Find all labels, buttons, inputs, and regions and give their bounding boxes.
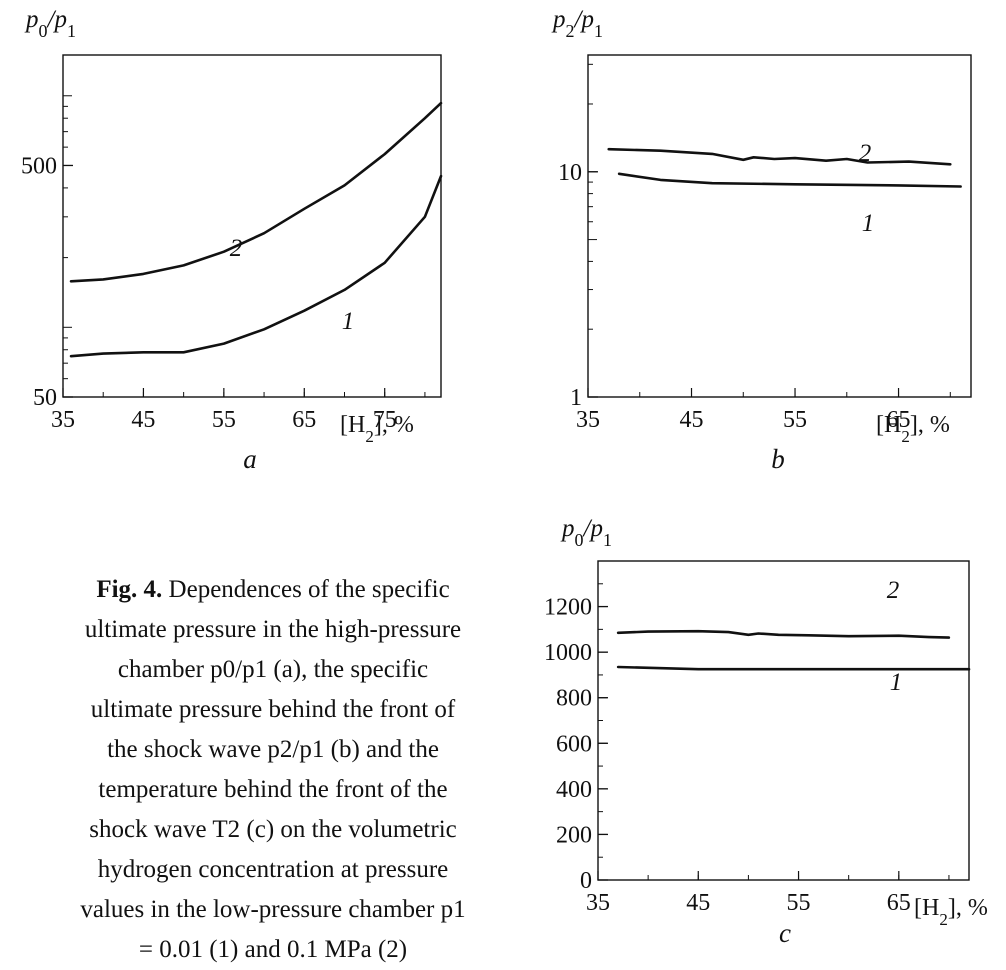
caption-label: Fig. 4. — [96, 576, 163, 603]
y-tick-label: 1200 — [544, 595, 592, 621]
panel-label-b: b — [771, 444, 785, 474]
panel-label-a: a — [243, 444, 257, 474]
x-tick-label: 45 — [131, 407, 155, 433]
series-label-1: 1 — [890, 669, 903, 696]
series-line-2 — [607, 147, 952, 166]
y-tick-label: 800 — [556, 686, 592, 712]
series-line-1 — [616, 665, 971, 671]
x-tick-label: 45 — [686, 890, 710, 916]
y-tick-label: 500 — [21, 153, 57, 179]
series-line-1 — [617, 172, 962, 188]
plot-frame-c — [597, 560, 970, 881]
x-axis-label-b: [H2], % — [876, 412, 950, 446]
chart-panel-c: 35 45 55 65 0 200 400 600 800 1000 1200 2 1 c — [544, 560, 971, 946]
panel-label-c: c — [779, 918, 791, 946]
series-label-1: 1 — [862, 210, 875, 237]
y-axis-label-b: p2/p1 — [551, 6, 603, 41]
x-tick-label: 35 — [576, 407, 600, 433]
series-line-1 — [69, 174, 443, 358]
y-axis-label-c: p0/p1 — [560, 515, 612, 550]
series-label-1: 1 — [342, 308, 355, 335]
plot-frame-b — [587, 54, 972, 398]
series-line-2 — [69, 101, 443, 283]
series-label-2: 2 — [230, 235, 243, 262]
y-tick-label: 0 — [580, 868, 592, 894]
series-line-2 — [616, 629, 951, 639]
x-axis-label-c: [H2], % — [914, 895, 988, 929]
y-tick-label: 1000 — [544, 640, 592, 666]
chart-panel-a: 35 45 55 65 75 50 500 2 1 a — [21, 54, 443, 474]
figure-4: 35 45 55 65 75 50 500 2 1 a p0/p1 [H2], % 35 45 55 65 1 1… — [21, 6, 988, 946]
y-tick-label: 1 — [570, 385, 582, 411]
y-axis-label-a: p0/p1 — [24, 6, 76, 41]
y-tick-label: 400 — [556, 777, 592, 803]
chart-panel-b: 35 45 55 65 1 10 2 1 b — [558, 54, 972, 474]
x-tick-label: 45 — [680, 407, 704, 433]
x-tick-label: 65 — [887, 407, 911, 433]
series-label-2: 2 — [887, 577, 900, 604]
x-tick-label: 55 — [212, 407, 236, 433]
x-tick-label: 35 — [51, 407, 75, 433]
x-tick-label: 35 — [586, 890, 610, 916]
x-tick-label: 65 — [292, 407, 316, 433]
x-tick-label: 65 — [887, 890, 911, 916]
caption-text: Dependences of the specific ultimate pre… — [80, 576, 466, 963]
y-tick-label: 50 — [33, 385, 57, 411]
x-axis-label-a: [H2], % — [340, 412, 414, 446]
figure-caption: Fig. 4. Dependences of the specific ulti… — [78, 570, 468, 970]
y-tick-label: 200 — [556, 822, 592, 848]
x-tick-label: 55 — [787, 890, 811, 916]
series-label-2: 2 — [859, 140, 872, 167]
plot-frame-a — [62, 54, 442, 398]
y-tick-label: 10 — [558, 160, 582, 186]
x-tick-label: 75 — [373, 407, 397, 433]
x-tick-label: 55 — [783, 407, 807, 433]
y-tick-label: 600 — [556, 731, 592, 757]
